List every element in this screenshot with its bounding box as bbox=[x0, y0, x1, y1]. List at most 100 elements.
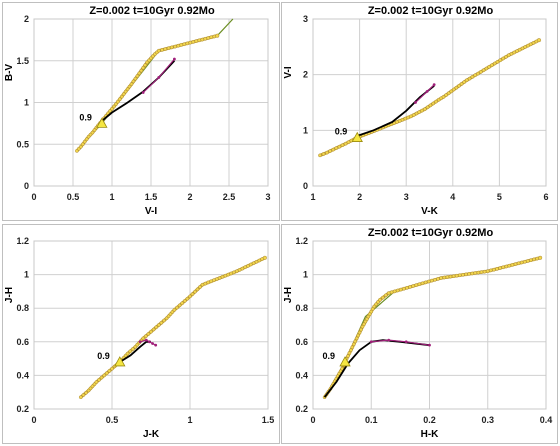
series-point bbox=[501, 265, 506, 270]
series-point bbox=[108, 109, 112, 113]
series-point bbox=[84, 137, 89, 142]
series-point bbox=[464, 272, 468, 277]
series-point bbox=[139, 68, 144, 73]
series-point bbox=[428, 343, 431, 347]
series-point bbox=[154, 325, 159, 330]
series-point bbox=[431, 101, 436, 106]
plot-area bbox=[33, 18, 269, 187]
series-point bbox=[133, 76, 138, 81]
series-point bbox=[135, 74, 140, 78]
series-point bbox=[442, 275, 447, 280]
y-tick-label: 1 bbox=[303, 270, 308, 280]
series-point bbox=[138, 340, 142, 344]
series-point bbox=[501, 56, 505, 61]
x-tick-label: 5 bbox=[497, 192, 502, 202]
series-point bbox=[82, 139, 87, 144]
series-point bbox=[81, 393, 86, 397]
y-tick-label: 0 bbox=[303, 181, 308, 191]
series-point bbox=[448, 274, 453, 279]
x-tick-label: 2 bbox=[187, 192, 192, 202]
chart-svg: Z=0.002 t=10Gyr 0.92Mo 0 0.5 1 1.5 2 2.5 3 0 0.5 1… bbox=[4, 5, 271, 217]
series-point bbox=[449, 89, 454, 94]
series-line-2 bbox=[75, 34, 218, 153]
series-point bbox=[538, 255, 543, 260]
y-tick-label: 1.2 bbox=[16, 236, 29, 246]
series-point bbox=[97, 378, 101, 382]
marker-triangle bbox=[114, 356, 126, 367]
series-group bbox=[318, 38, 542, 158]
series-point bbox=[125, 87, 130, 91]
series-point bbox=[347, 351, 352, 355]
series-point bbox=[354, 336, 359, 341]
series-point bbox=[99, 375, 104, 380]
y-tick-label: 0.6 bbox=[16, 337, 29, 347]
marker-triangle bbox=[339, 356, 351, 367]
series-point bbox=[325, 150, 329, 155]
series-point bbox=[203, 36, 208, 41]
series-point bbox=[378, 297, 382, 302]
series-point bbox=[351, 342, 356, 347]
chart-title: Z=0.002 t=10Gyr 0.92Mo bbox=[368, 227, 494, 239]
marker-triangle bbox=[351, 131, 363, 142]
marker-triangle bbox=[96, 117, 108, 128]
series-point bbox=[321, 152, 326, 156]
plot-area bbox=[312, 240, 547, 410]
series-point bbox=[173, 57, 176, 61]
y-tick-label: 1 bbox=[303, 125, 308, 135]
series-point bbox=[381, 295, 385, 300]
series-point bbox=[498, 58, 503, 63]
series-point bbox=[346, 140, 351, 145]
series-point bbox=[78, 395, 83, 400]
x-tick-label: 1 bbox=[310, 192, 315, 202]
series-point bbox=[425, 89, 429, 93]
series-point bbox=[144, 338, 148, 342]
series-point bbox=[414, 283, 419, 287]
series-point bbox=[495, 60, 500, 64]
series-group bbox=[322, 255, 543, 400]
y-tick-label: 2 bbox=[24, 14, 29, 24]
x-tick-label: 3 bbox=[265, 192, 270, 202]
x-tick-label: 0 bbox=[31, 415, 36, 425]
series-point bbox=[177, 303, 182, 308]
series-point bbox=[200, 37, 205, 42]
series-point bbox=[157, 76, 161, 79]
x-axis-label: J-K bbox=[143, 429, 160, 440]
y-tick-label: 0.2 bbox=[16, 404, 29, 414]
series-point bbox=[115, 99, 120, 104]
series-point bbox=[141, 91, 145, 94]
series-point bbox=[434, 99, 438, 104]
series-point bbox=[350, 345, 355, 350]
series-point bbox=[482, 269, 487, 274]
series-group bbox=[78, 255, 267, 400]
series-point bbox=[90, 130, 95, 135]
series-point bbox=[529, 258, 533, 263]
series-point bbox=[154, 343, 158, 347]
series-point bbox=[408, 285, 412, 289]
series-point bbox=[433, 277, 437, 282]
series-point bbox=[479, 270, 484, 274]
series-point bbox=[162, 318, 166, 323]
series-line-3 bbox=[119, 340, 151, 363]
series-point bbox=[462, 80, 467, 84]
series-point bbox=[262, 255, 267, 260]
series-point bbox=[457, 83, 461, 88]
y-tick-label: 1.5 bbox=[16, 56, 29, 66]
series-point bbox=[188, 294, 192, 299]
series-point bbox=[428, 103, 433, 108]
series-point bbox=[485, 269, 490, 274]
plot-area bbox=[312, 18, 547, 187]
series-point bbox=[125, 351, 130, 356]
series-point bbox=[349, 348, 353, 353]
series-point bbox=[137, 71, 142, 76]
series-point bbox=[331, 147, 336, 152]
series-point bbox=[143, 63, 148, 67]
series-point bbox=[159, 320, 164, 325]
series-line-4 bbox=[415, 84, 435, 103]
series-point bbox=[337, 144, 342, 149]
series-point bbox=[510, 263, 515, 267]
series-point bbox=[148, 340, 151, 344]
series-point bbox=[461, 272, 465, 277]
series-point bbox=[92, 128, 97, 132]
series-point bbox=[387, 338, 391, 342]
